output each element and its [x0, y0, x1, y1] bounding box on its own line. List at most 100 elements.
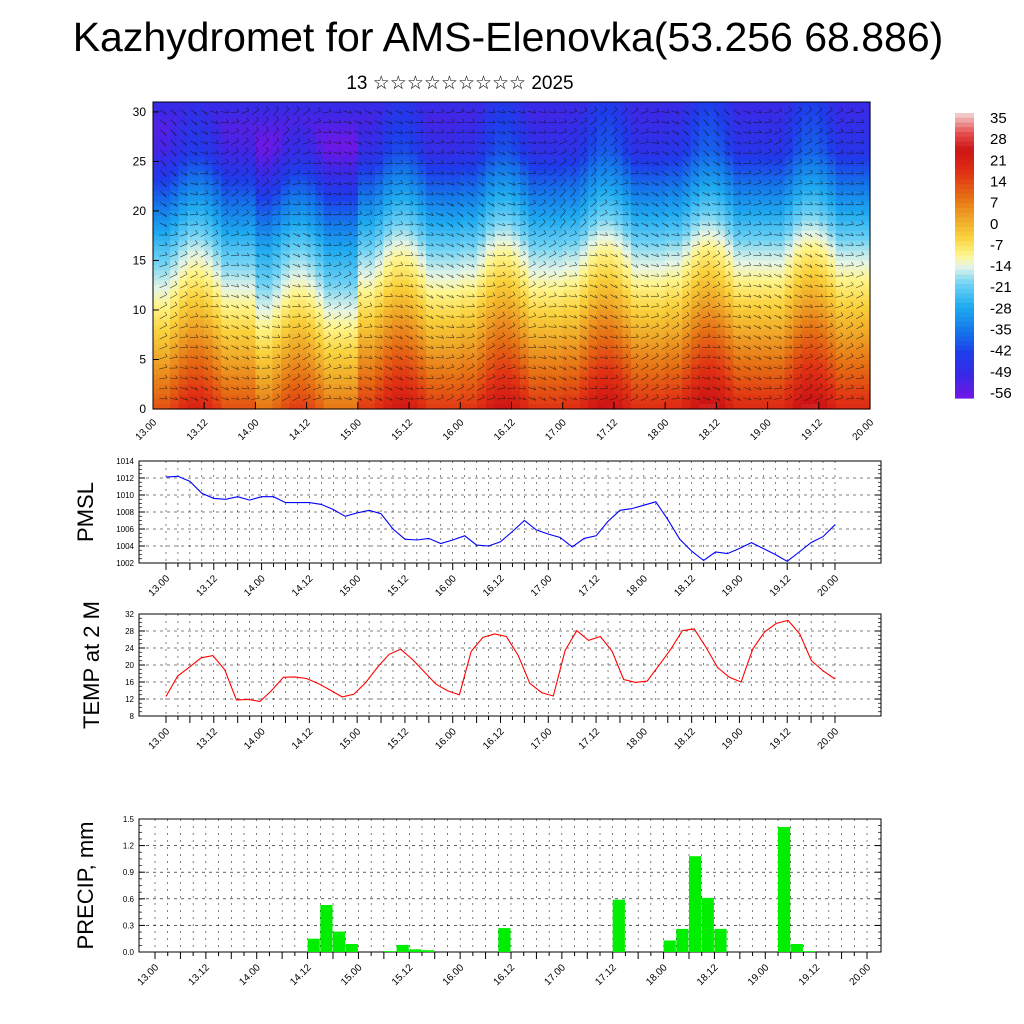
x-tick-label: 16.00: [433, 573, 459, 599]
y-tick-label: 0.3: [123, 921, 135, 930]
precip-bar: [396, 944, 409, 952]
colorbar-label: -35: [990, 322, 1012, 339]
colorbar-label: 21: [990, 152, 1007, 169]
x-tick-label: 13.00: [136, 962, 162, 988]
precip-bar: [320, 905, 333, 952]
wind-barbs: [159, 106, 865, 401]
precip-bar: [409, 949, 422, 952]
y-tick-label: 0.6: [123, 895, 135, 904]
y-tick-label: 1.5: [123, 815, 135, 824]
x-tick-label: 17.00: [529, 726, 555, 752]
x-tick-label: 19.00: [748, 417, 774, 443]
x-tick-label: 20.00: [816, 726, 842, 752]
precip-bar: [498, 928, 511, 952]
y-axis-label: PMSL: [73, 482, 98, 542]
x-tick-label: 13.12: [194, 573, 220, 599]
precip-bar: [663, 940, 676, 952]
series-line: [165, 619, 836, 703]
precip-bar: [345, 944, 358, 952]
y-tick-label: 24: [125, 644, 134, 653]
y-tick-label: 32: [125, 610, 134, 619]
y-tick-label: 1010: [116, 491, 134, 500]
precip-bar: [778, 827, 791, 952]
y-tick-label: 15: [133, 253, 147, 267]
x-tick-label: 16.00: [441, 417, 467, 443]
y-tick-label: 25: [133, 154, 147, 168]
precip-bar: [714, 928, 727, 952]
x-tick-label: 20.00: [851, 417, 877, 443]
chart-title: Kazhydromet for AMS-Elenovka(53.256 68.8…: [72, 14, 944, 60]
precip-bar: [701, 897, 714, 952]
colorbar-label: 35: [990, 110, 1007, 127]
precip-bar: [689, 856, 702, 952]
y-tick-label: 1004: [116, 542, 134, 551]
colorbar-label: -14: [990, 258, 1012, 275]
x-tick-label: 19.12: [799, 417, 825, 443]
colorbar: [955, 113, 974, 399]
y-tick-label: 28: [125, 627, 134, 636]
precip-bar: [422, 950, 435, 952]
y-tick-label: 0.0: [123, 948, 135, 957]
colorbar-label: -21: [990, 279, 1012, 296]
y-tick-label: 20: [125, 661, 134, 670]
x-tick-label: 15.00: [339, 962, 365, 988]
x-tick-label: 15.12: [386, 573, 412, 599]
x-tick-label: 18.12: [697, 417, 723, 443]
colorbar-label: -7: [990, 237, 1003, 254]
x-tick-label: 16.12: [481, 573, 507, 599]
x-tick-label: 15.00: [338, 726, 364, 752]
x-tick-label: 17.00: [543, 962, 569, 988]
y-tick-label: 0: [139, 402, 146, 416]
x-tick-label: 14.00: [242, 573, 268, 599]
x-tick-label: 13.12: [187, 962, 213, 988]
x-tick-label: 13.00: [134, 417, 160, 443]
y-tick-label: 5: [139, 352, 146, 366]
x-tick-label: 14.00: [242, 726, 268, 752]
x-tick-label: 17.12: [577, 573, 603, 599]
colorbar-label: 7: [990, 195, 998, 212]
precip-bar: [612, 899, 625, 952]
x-tick-label: 18.00: [644, 962, 670, 988]
x-tick-label: 13.12: [185, 417, 211, 443]
colorbar-label: 0: [990, 216, 998, 233]
precip-bar: [803, 951, 816, 952]
y-tick-label: 1014: [116, 457, 134, 466]
x-tick-label: 20.00: [816, 573, 842, 599]
y-tick-label: 1012: [116, 474, 134, 483]
precip-bar: [790, 944, 803, 952]
series-line: [165, 475, 836, 562]
y-tick-label: 1002: [116, 559, 134, 568]
x-tick-label: 19.00: [746, 962, 772, 988]
x-tick-label: 17.00: [529, 573, 555, 599]
precip-bar: [333, 931, 346, 952]
colorbar-label: -42: [990, 343, 1012, 360]
x-tick-label: 17.12: [593, 962, 619, 988]
y-tick-label: 1.2: [123, 842, 135, 851]
x-tick-label: 18.00: [625, 573, 651, 599]
y-tick-label: 10: [133, 303, 147, 317]
x-tick-label: 19.12: [797, 962, 823, 988]
x-tick-label: 14.12: [288, 962, 314, 988]
x-tick-label: 18.12: [672, 573, 698, 599]
x-tick-label: 16.12: [481, 726, 507, 752]
x-tick-label: 18.00: [646, 417, 672, 443]
y-tick-label: 30: [133, 105, 147, 119]
y-tick-label: 16: [125, 678, 134, 687]
colorbar-label: -28: [990, 300, 1012, 317]
y-tick-label: 12: [125, 695, 134, 704]
heatmap-cells: [153, 102, 871, 410]
x-tick-label: 20.00: [848, 962, 874, 988]
x-tick-label: 14.12: [287, 417, 313, 443]
y-tick-label: 8: [130, 712, 135, 721]
chart-subtitle: 13 ☆☆☆☆☆☆☆☆☆ 2025: [346, 73, 574, 94]
colorbar-label: -56: [990, 385, 1012, 402]
precip-bar: [383, 951, 397, 952]
x-tick-label: 13.00: [147, 726, 173, 752]
x-tick-label: 19.00: [720, 573, 746, 599]
y-tick-label: 1008: [116, 508, 134, 517]
y-tick-label: 20: [133, 204, 147, 218]
precip-bar: [307, 938, 320, 952]
colorbar-label: 28: [990, 131, 1007, 148]
x-tick-label: 19.00: [720, 726, 746, 752]
y-tick-label: 1006: [116, 525, 134, 534]
